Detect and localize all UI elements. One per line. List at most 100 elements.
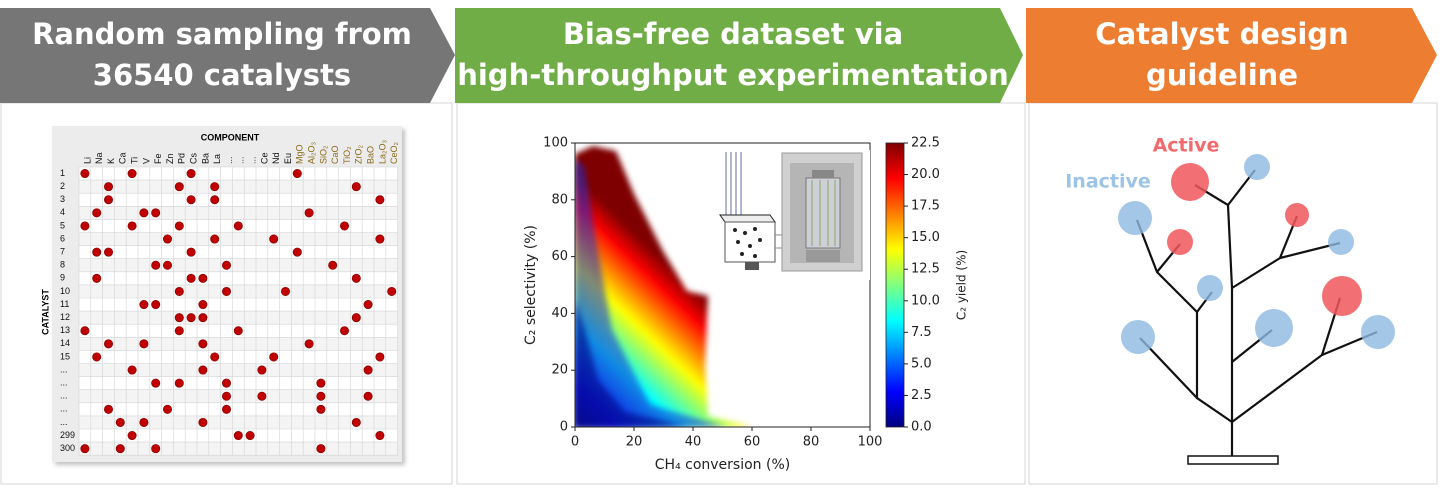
sample-dot xyxy=(104,195,114,205)
header-text: Random sampling from xyxy=(32,17,412,51)
colorbar-tick-label: 10.0 xyxy=(911,293,940,308)
sample-dot xyxy=(222,391,232,401)
sample-dot xyxy=(151,444,161,454)
row-label: 3 xyxy=(60,194,65,204)
row-label: 11 xyxy=(60,299,69,309)
sample-dot xyxy=(351,273,361,283)
row-label: 1 xyxy=(60,168,65,178)
sample-dot xyxy=(233,326,243,336)
colorbar-tick-label: 2.5 xyxy=(911,388,932,403)
column-label: TiO₂ xyxy=(342,146,352,164)
sample-dot xyxy=(174,286,184,296)
sample-dot xyxy=(174,182,184,192)
sample-dot xyxy=(269,234,279,244)
sample-dot xyxy=(245,431,255,441)
sample-dot xyxy=(316,404,326,414)
sample-dot xyxy=(198,313,208,323)
y-tick-label: 20 xyxy=(551,363,568,378)
column-label: Ba xyxy=(200,153,210,164)
sample-dot xyxy=(163,404,173,414)
column-label: Zn xyxy=(165,153,175,164)
x-tick-label: 0 xyxy=(571,435,579,450)
column-label: La₂O₃ xyxy=(377,139,387,164)
sample-dot xyxy=(92,208,102,218)
sample-dot xyxy=(80,326,90,336)
sample-dot xyxy=(92,352,102,362)
sample-dot xyxy=(198,365,208,375)
column-label: ... xyxy=(236,156,246,164)
active-node xyxy=(1322,276,1362,316)
column-label: SiO₂ xyxy=(318,145,328,164)
row-label: ... xyxy=(60,404,68,414)
column-label: Cs xyxy=(188,153,198,164)
sample-dot xyxy=(80,221,90,231)
colorbar-tick-label: 22.5 xyxy=(911,136,940,151)
active-node xyxy=(1285,203,1309,227)
sample-dot xyxy=(139,208,149,218)
header-arrow xyxy=(0,8,455,103)
colorbar-label: C₂ yield (%) xyxy=(955,250,969,320)
column-label: Ce xyxy=(259,152,269,164)
active-label: Active xyxy=(1153,135,1220,157)
column-label: Na xyxy=(94,152,104,164)
row-label: 13 xyxy=(60,325,70,335)
inactive-node xyxy=(1255,309,1293,347)
sample-dot xyxy=(139,417,149,427)
column-label: Al₂O₃ xyxy=(306,142,316,164)
colorbar-tick-label: 5.0 xyxy=(911,356,932,371)
sample-dot xyxy=(375,352,385,362)
x-tick-label: 20 xyxy=(626,435,643,450)
header-arrow xyxy=(455,8,1023,103)
sample-dot xyxy=(316,444,326,454)
x-axis-label: CH₄ conversion (%) xyxy=(655,457,790,473)
sample-dot xyxy=(339,326,349,336)
matrix-row-bg xyxy=(79,363,398,377)
row-label: 15 xyxy=(60,351,70,361)
sample-dot xyxy=(127,169,137,179)
header-text: Bias-free dataset via xyxy=(563,17,903,51)
column-label: Ti xyxy=(129,157,139,164)
sample-dot xyxy=(363,365,373,375)
sample-dot xyxy=(115,417,125,427)
row-label: 300 xyxy=(60,443,75,453)
y-tick-label: 0 xyxy=(560,420,568,435)
sample-dot xyxy=(92,247,102,257)
sample-dot xyxy=(104,339,114,349)
sample-dot xyxy=(257,391,267,401)
sample-dot xyxy=(186,273,196,283)
sample-dot xyxy=(387,286,397,296)
sample-dot xyxy=(80,444,90,454)
sample-dot xyxy=(104,404,114,414)
active-node xyxy=(1167,229,1193,255)
column-label: ... xyxy=(247,156,257,164)
x-tick-label: 100 xyxy=(858,435,883,450)
sample-dot xyxy=(92,273,102,283)
sample-dot xyxy=(104,247,114,257)
y-tick-label: 100 xyxy=(543,136,568,151)
sample-dot xyxy=(210,352,220,362)
sample-dot xyxy=(151,378,161,388)
tree-branch xyxy=(1194,184,1234,422)
inactive-node xyxy=(1121,320,1155,354)
plot-frame xyxy=(574,142,871,428)
header-text: Catalyst design xyxy=(1095,17,1348,51)
sample-dot xyxy=(351,313,361,323)
inactive-node xyxy=(1328,229,1354,255)
sample-dot xyxy=(174,326,184,336)
matrix-row-bg xyxy=(79,415,398,429)
header-text: guideline xyxy=(1146,58,1298,92)
sample-dot xyxy=(174,313,184,323)
tree-base xyxy=(1187,455,1279,465)
scatter-cloud-core xyxy=(575,300,690,427)
matrix-row-bg xyxy=(79,389,398,403)
colorbar-tick-label: 7.5 xyxy=(911,325,932,340)
column-label: V xyxy=(141,158,151,164)
column-label: MgO xyxy=(295,144,305,164)
column-label: Fe xyxy=(153,153,163,164)
sample-dot xyxy=(222,404,232,414)
matrix-row-bg xyxy=(79,442,398,456)
column-label: Nd xyxy=(271,152,281,164)
sample-dot xyxy=(292,247,302,257)
sample-dot xyxy=(233,221,243,231)
sample-dot xyxy=(269,352,279,362)
